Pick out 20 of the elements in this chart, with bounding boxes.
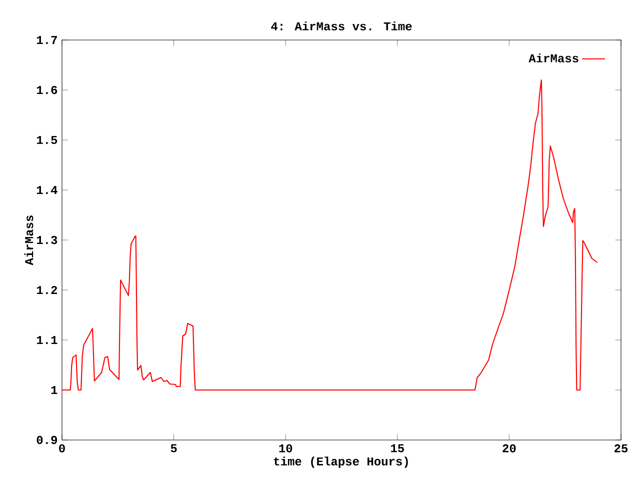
y-axis-title: AirMass [24,216,34,266]
y-tick-label: 1.4 [36,186,58,194]
x-tick-label: 25 [614,444,628,452]
y-tick-label: 1.2 [36,286,58,294]
y-tick-label: 1.7 [36,36,57,44]
y-tick-label: 1.3 [36,236,58,244]
y-tick-label: 1 [51,386,58,394]
x-tick-label: 20 [502,444,516,452]
x-tick-label: 15 [391,444,404,452]
x-tick-label: 0 [59,444,65,452]
y-tick-label: 1.5 [36,136,58,144]
line-series [62,79,598,391]
chart-title: 4: AirMass vs. Time [271,22,412,30]
x-tick-label: 5 [170,444,177,452]
x-tick-label: 10 [279,444,292,452]
y-tick-label: 1.1 [36,336,58,344]
y-tick-label: 0.9 [36,436,58,444]
y-tick-label: 1.6 [36,86,58,94]
x-axis-title: time (Elapse Hours) [274,456,408,468]
legend-label: AirMass [528,54,578,62]
